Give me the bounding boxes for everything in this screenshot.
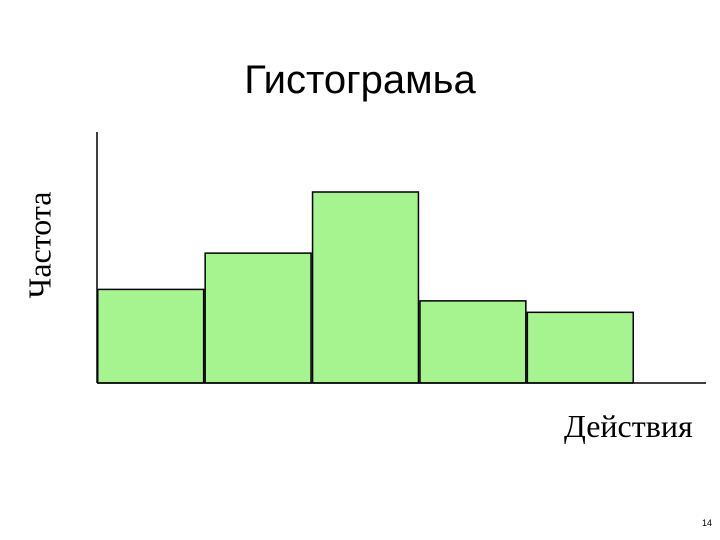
x-axis-label: Действия: [564, 408, 693, 444]
histogram-bar-3: [311, 191, 420, 384]
histogram-bar-4: [419, 300, 527, 384]
histogram-bar-2: [204, 252, 312, 384]
chart-title: Гистограмьа: [244, 58, 476, 102]
bars-group: [97, 191, 634, 384]
histogram-bar-1: [97, 288, 205, 384]
histogram-bar-5: [526, 311, 634, 384]
page-number: 14: [702, 518, 713, 528]
